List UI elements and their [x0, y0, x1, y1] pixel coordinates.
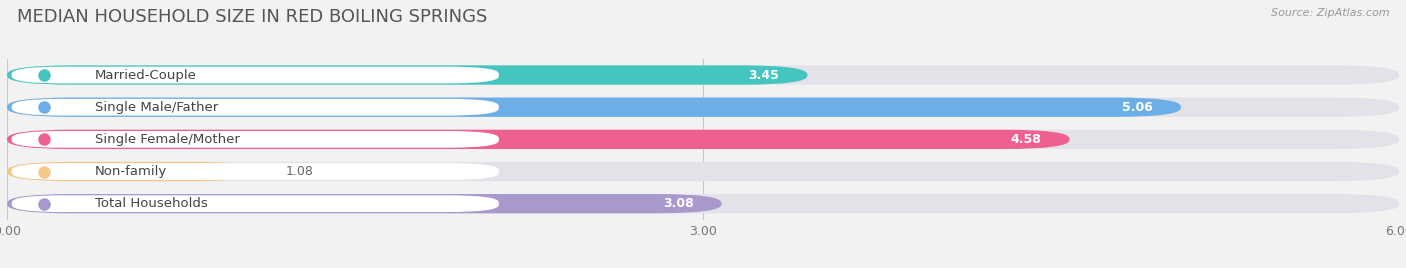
- FancyBboxPatch shape: [11, 195, 499, 212]
- Text: Non-family: Non-family: [96, 165, 167, 178]
- Text: Total Households: Total Households: [96, 197, 208, 210]
- FancyBboxPatch shape: [7, 162, 257, 181]
- FancyBboxPatch shape: [7, 98, 1399, 117]
- Text: Source: ZipAtlas.com: Source: ZipAtlas.com: [1271, 8, 1389, 18]
- FancyBboxPatch shape: [11, 131, 499, 148]
- Text: 3.45: 3.45: [748, 69, 779, 81]
- FancyBboxPatch shape: [7, 65, 807, 85]
- FancyBboxPatch shape: [7, 130, 1070, 149]
- Text: Single Female/Mother: Single Female/Mother: [96, 133, 240, 146]
- Text: Single Male/Father: Single Male/Father: [96, 101, 218, 114]
- FancyBboxPatch shape: [7, 130, 1399, 149]
- FancyBboxPatch shape: [7, 98, 1181, 117]
- FancyBboxPatch shape: [11, 99, 499, 116]
- FancyBboxPatch shape: [7, 162, 1399, 181]
- FancyBboxPatch shape: [11, 67, 499, 83]
- Text: MEDIAN HOUSEHOLD SIZE IN RED BOILING SPRINGS: MEDIAN HOUSEHOLD SIZE IN RED BOILING SPR…: [17, 8, 488, 26]
- Text: Married-Couple: Married-Couple: [96, 69, 197, 81]
- Text: 3.08: 3.08: [664, 197, 693, 210]
- Text: 4.58: 4.58: [1011, 133, 1042, 146]
- Text: 5.06: 5.06: [1122, 101, 1153, 114]
- FancyBboxPatch shape: [11, 163, 499, 180]
- FancyBboxPatch shape: [7, 194, 1399, 213]
- FancyBboxPatch shape: [7, 194, 721, 213]
- Text: 1.08: 1.08: [285, 165, 314, 178]
- FancyBboxPatch shape: [7, 65, 1399, 85]
